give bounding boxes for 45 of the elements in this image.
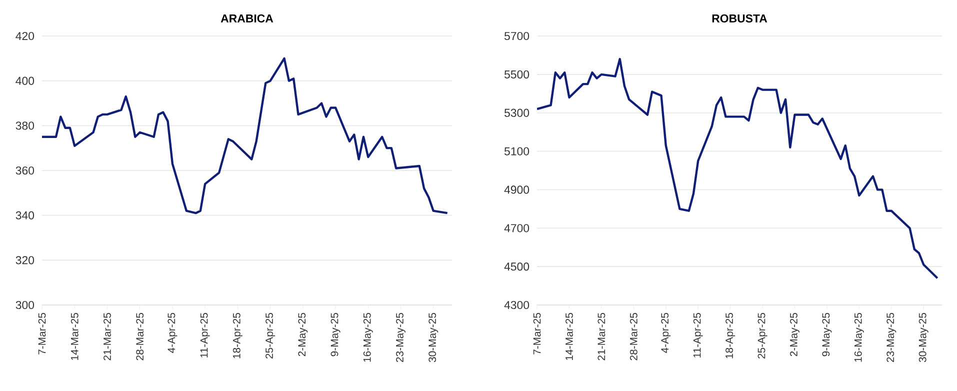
x-tick-label: 21-Mar-25 [598, 312, 606, 360]
x-tick-label: 30-May-25 [918, 312, 928, 362]
y-tick-label: 420 [16, 32, 34, 40]
y-tick-label: 320 [16, 256, 34, 264]
line-series [42, 57, 448, 214]
y-tick-label: 4300 [504, 300, 530, 310]
x-tick-label: 9-May-25 [330, 312, 340, 356]
x-tick-label: 28-Mar-25 [630, 312, 638, 360]
x-tick-label: 16-May-25 [854, 312, 864, 362]
y-tick-label: 5300 [504, 108, 530, 117]
y-tick-label: 360 [16, 166, 34, 175]
x-tick-label: 18-Apr-25 [726, 312, 736, 358]
x-tick-label: 2-May-25 [790, 312, 800, 356]
x-tick-label: 11-Apr-25 [693, 312, 703, 358]
x-tick-label: 7-Mar-25 [38, 312, 46, 354]
x-tick-label: 25-Apr-25 [266, 312, 276, 359]
x-tick-label: 23-May-25 [886, 312, 896, 362]
line-series [537, 58, 938, 280]
y-tick-label: 300 [16, 300, 34, 310]
y-tick-label: 5100 [504, 147, 530, 156]
x-tick-label: 18-Apr-25 [232, 312, 242, 358]
y-tick-label: 4500 [504, 262, 530, 271]
y-tick-label: 4900 [504, 186, 530, 194]
y-tick-label: 400 [16, 76, 34, 85]
x-tick-label: 23-May-25 [396, 312, 406, 362]
y-tick-label: 5500 [504, 70, 530, 78]
x-tick-label: 25-Apr-25 [758, 312, 768, 359]
x-tick-label: 14-Mar-25 [70, 312, 78, 360]
x-tick-label: 7-Mar-25 [533, 312, 541, 354]
x-tick-label: 11-Apr-25 [200, 312, 210, 358]
x-tick-label: 14-Mar-25 [566, 312, 573, 360]
x-tick-label: 16-May-25 [363, 312, 373, 362]
chart-title: ROBUSTA [712, 14, 768, 22]
y-tick-label: 5700 [504, 32, 530, 40]
chart-title: ARABICA [220, 14, 274, 22]
y-tick-label: 380 [16, 122, 34, 130]
x-tick-label: 28-Mar-25 [136, 312, 144, 360]
x-tick-label: 30-May-25 [428, 312, 438, 362]
x-tick-label: 9-May-25 [822, 312, 832, 356]
y-tick-label: 340 [16, 211, 34, 220]
x-tick-label: 2-May-25 [298, 312, 308, 356]
x-tick-label: 4-Apr-25 [168, 312, 178, 353]
x-tick-label: 4-Apr-25 [661, 312, 671, 353]
x-tick-label: 21-Mar-25 [104, 312, 111, 360]
y-tick-label: 4700 [504, 224, 530, 232]
